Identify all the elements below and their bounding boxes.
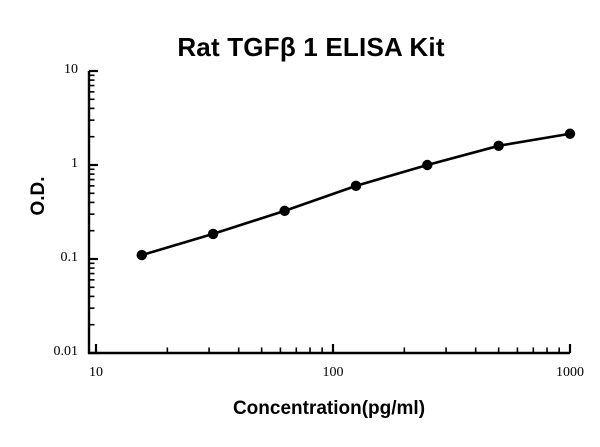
data-point: [350, 180, 362, 192]
x-axis-ticks: [94, 344, 572, 353]
data-point: [422, 159, 433, 171]
data-markers: [136, 128, 576, 261]
y-tick-label: 0.1: [60, 250, 79, 265]
y-tick-label: 0.01: [53, 344, 79, 359]
data-point: [136, 249, 147, 261]
axes: [87, 71, 570, 355]
x-axis-title: Concentration(pg/ml): [232, 398, 426, 419]
y-axis-ticks: [89, 69, 98, 355]
y-tick-label: 1: [71, 156, 78, 171]
data-line: [140, 132, 572, 257]
y-tick-label: 10: [64, 62, 78, 77]
data-point: [207, 228, 219, 240]
x-tick-label: 100: [322, 365, 344, 380]
x-tick-label: 1000: [556, 365, 584, 380]
data-point: [493, 140, 504, 152]
x-tick-label: 10: [89, 365, 103, 380]
data-point: [564, 128, 576, 139]
y-axis-title: O.D.: [28, 176, 49, 216]
data-point: [279, 205, 290, 217]
chart-title: Rat TGFβ 1 ELISA Kit: [177, 32, 445, 62]
